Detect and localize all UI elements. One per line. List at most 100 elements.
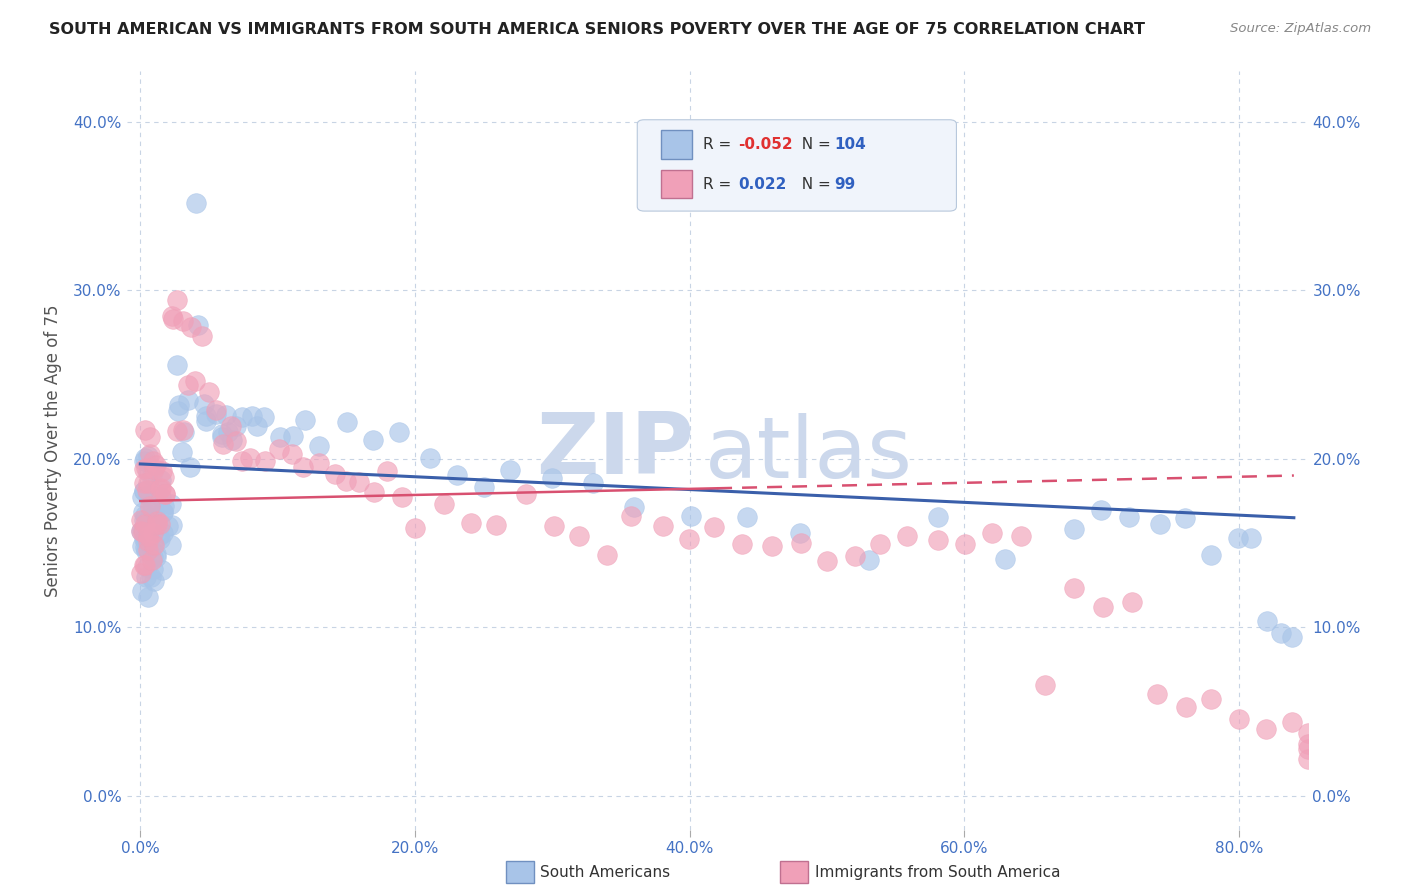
- Point: [184, 374, 207, 388]
- Point: [1090, 503, 1112, 517]
- Point: [145, 517, 167, 532]
- Point: [294, 412, 316, 426]
- Point: [134, 508, 156, 522]
- Point: [994, 552, 1017, 566]
- Point: [136, 560, 159, 574]
- Point: [225, 434, 247, 449]
- Point: [160, 538, 183, 552]
- Text: 99: 99: [834, 177, 855, 192]
- Point: [138, 430, 160, 444]
- Point: [595, 549, 617, 563]
- Point: [472, 480, 495, 494]
- Point: [152, 526, 174, 541]
- Point: [1121, 595, 1143, 609]
- Point: [1281, 714, 1303, 729]
- Point: [291, 460, 314, 475]
- Point: [149, 490, 172, 504]
- Point: [446, 467, 468, 482]
- Point: [149, 483, 172, 497]
- Point: [131, 524, 153, 539]
- Point: [142, 454, 165, 468]
- Point: [153, 487, 176, 501]
- Point: [1281, 631, 1303, 645]
- Point: [225, 419, 247, 434]
- Point: [308, 439, 330, 453]
- Point: [135, 569, 157, 583]
- Point: [146, 514, 169, 528]
- Point: [1227, 712, 1250, 726]
- Point: [132, 513, 155, 527]
- Point: [1174, 510, 1197, 524]
- Text: Immigrants from South America: Immigrants from South America: [815, 865, 1062, 880]
- Point: [219, 418, 242, 433]
- Point: [735, 510, 758, 524]
- Point: [129, 524, 152, 538]
- Point: [170, 445, 193, 459]
- Point: [153, 499, 176, 513]
- Text: R =: R =: [703, 177, 737, 192]
- Point: [132, 462, 155, 476]
- Point: [761, 539, 783, 553]
- Text: N =: N =: [792, 137, 835, 152]
- Point: [1227, 531, 1250, 545]
- Point: [152, 505, 174, 519]
- Point: [953, 537, 976, 551]
- Point: [166, 403, 188, 417]
- Point: [139, 447, 162, 461]
- Point: [336, 415, 359, 429]
- Point: [515, 487, 537, 501]
- Point: [157, 519, 180, 533]
- Point: [869, 537, 891, 551]
- Point: [132, 505, 155, 519]
- Point: [404, 521, 426, 535]
- Point: [142, 549, 165, 564]
- Point: [143, 508, 166, 523]
- Point: [142, 538, 165, 552]
- Point: [375, 464, 398, 478]
- Point: [131, 491, 153, 505]
- Text: 104: 104: [834, 137, 866, 152]
- Point: [221, 434, 243, 448]
- Text: South Americans: South Americans: [540, 865, 671, 880]
- Point: [149, 532, 172, 546]
- Point: [1063, 522, 1085, 536]
- Point: [195, 409, 218, 423]
- Point: [179, 459, 201, 474]
- Point: [136, 590, 159, 604]
- Point: [1010, 529, 1032, 543]
- Point: [149, 473, 172, 487]
- Point: [145, 458, 167, 472]
- Point: [173, 425, 195, 439]
- Point: [135, 544, 157, 558]
- Point: [167, 398, 190, 412]
- Point: [150, 481, 173, 495]
- Point: [363, 433, 385, 447]
- Point: [166, 424, 188, 438]
- Point: [132, 484, 155, 499]
- Point: [231, 410, 253, 425]
- Point: [1033, 678, 1056, 692]
- Point: [143, 574, 166, 589]
- Point: [1296, 752, 1319, 766]
- Point: [135, 461, 157, 475]
- Point: [134, 558, 156, 573]
- Point: [136, 534, 159, 549]
- Point: [162, 312, 184, 326]
- Point: [136, 483, 159, 497]
- Point: [172, 423, 194, 437]
- Point: [1175, 700, 1198, 714]
- Point: [253, 453, 276, 467]
- Point: [253, 410, 276, 425]
- Point: [620, 509, 643, 524]
- Point: [211, 430, 233, 444]
- Point: [499, 462, 522, 476]
- Point: [139, 570, 162, 584]
- Point: [129, 524, 152, 539]
- Y-axis label: Seniors Poverty Over the Age of 75: Seniors Poverty Over the Age of 75: [44, 304, 62, 597]
- Text: -0.052: -0.052: [738, 137, 793, 152]
- Point: [1118, 509, 1140, 524]
- Point: [131, 513, 153, 527]
- Text: SOUTH AMERICAN VS IMMIGRANTS FROM SOUTH AMERICA SENIORS POVERTY OVER THE AGE OF : SOUTH AMERICAN VS IMMIGRANTS FROM SOUTH …: [49, 22, 1146, 37]
- Point: [240, 409, 263, 424]
- Point: [139, 511, 162, 525]
